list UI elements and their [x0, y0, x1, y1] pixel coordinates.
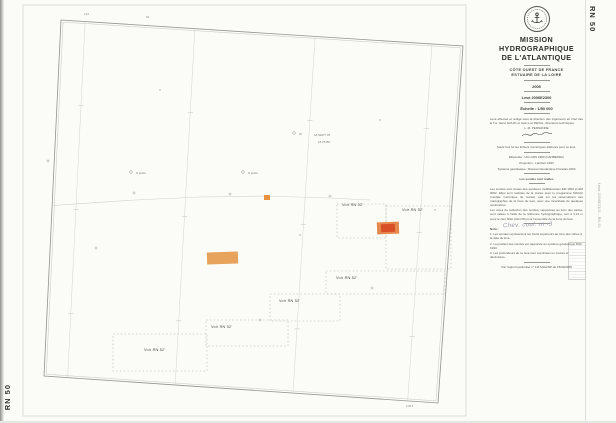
survey-frame-inner	[46, 21, 461, 402]
org-name-line1: MISSION HYDROGRAPHIQUE	[498, 35, 575, 53]
dot-mark	[434, 209, 436, 211]
direction-note: Levé effectué et rédigé sous la directio…	[490, 116, 583, 125]
graticule-line	[174, 28, 196, 386]
divider	[523, 64, 550, 66]
map-annotation: S subm	[136, 171, 147, 175]
dot-mark	[159, 89, 161, 91]
plus-mark	[228, 192, 232, 196]
nota-item-2: 2. La position des sondes est rapportée …	[490, 241, 583, 250]
map-reference-label: Voir RN 52'	[144, 348, 165, 352]
divider	[523, 91, 550, 93]
region-line2: ESTUAIRE DE LA LOIRE	[511, 72, 562, 77]
map-annotation: 18 SEPT 05	[314, 133, 330, 137]
scan-edge-bottom	[0, 421, 616, 423]
nota-heading: Nota :	[490, 226, 499, 231]
sheet-code-top-right: RN 50	[588, 6, 597, 33]
fold-line	[585, 0, 586, 423]
survey-frame	[43, 19, 464, 404]
plus-mark	[132, 191, 136, 195]
plus-mark	[370, 286, 374, 290]
map-annotation: 40	[146, 15, 149, 19]
reference-dashed-box	[385, 205, 452, 270]
soundings-paragraph-1: Les sondes sont issues des sondeurs mult…	[490, 186, 583, 207]
scan-edge-left	[0, 0, 4, 423]
scale-label: Échelle : 1/50 000	[520, 105, 553, 111]
region-line1: CÔTE OUEST DE FRANCE	[509, 68, 564, 72]
report-note: Voir rapport particulier n° 111 MHA/NP d…	[501, 265, 572, 270]
survey-coverage-patch	[206, 251, 239, 265]
sheet-border	[22, 4, 467, 417]
geodesy-ellipsoid: Ellipsoïde : IAG GRS 1980 (CANBERRA)	[508, 155, 565, 160]
plus-mark	[258, 318, 262, 322]
divider	[523, 223, 550, 225]
survey-coverage-patch	[264, 195, 270, 200]
survey-coverage-patch	[380, 223, 396, 233]
signature-icon	[521, 132, 552, 137]
point-mark	[129, 170, 133, 174]
soundings-heading: Les sondes sont réelles	[519, 176, 554, 181]
dot-mark	[299, 234, 301, 236]
divider	[523, 261, 550, 263]
graticule-line	[407, 43, 433, 401]
dot-mark	[379, 119, 381, 121]
map-annotation: 18 05 BK	[318, 140, 330, 144]
graticule-line	[292, 36, 316, 394]
nota-item-3: 3. Les profondeurs de ce levé sont expri…	[490, 251, 569, 260]
graticule	[44, 21, 433, 401]
graticule-line	[67, 21, 86, 378]
archive-stamp	[568, 242, 586, 280]
divider	[523, 173, 550, 175]
divider	[523, 141, 550, 143]
map-reference-label: Voir RN 52'	[342, 203, 363, 207]
survey-reference: Levé 2006E2300	[521, 94, 552, 100]
plus-mark	[94, 246, 98, 250]
divider	[523, 151, 550, 153]
map-annotation: 4 05 0	[406, 404, 414, 408]
map-reference-label: Voir RN 52'	[279, 299, 300, 303]
contour-line	[44, 195, 371, 207]
map-annotation: W	[299, 132, 302, 136]
plus-mark	[328, 194, 332, 198]
map-reference-label: Voir RN 52'	[211, 325, 232, 329]
divider	[523, 113, 550, 115]
reference-dashed-box	[112, 333, 208, 372]
divider	[523, 80, 550, 82]
plus-mark	[46, 159, 50, 163]
point-mark	[241, 170, 245, 174]
reference-dashed-box	[269, 293, 341, 322]
shom-logo	[523, 6, 550, 32]
map-annotation: 2 10	[84, 12, 90, 16]
anchor-icon	[530, 12, 543, 24]
geodesy-system: Système géodésique : Réseau Géodésique F…	[497, 166, 576, 171]
files-note: Seuls font foi les fichiers numériques é…	[496, 145, 577, 150]
survey-year: 2005	[532, 83, 541, 89]
divider	[523, 102, 550, 104]
soundings-paragraph-2: Les cotes de réduction des sondes, rappo…	[490, 208, 583, 221]
map-reference-label: Voir RN 52'	[336, 276, 357, 280]
map-reference-label: Voir RN 52'	[402, 208, 423, 212]
point-mark	[292, 131, 296, 135]
geodesy-projection: Projection : Lambert 1993	[519, 161, 554, 166]
nota-item-1: 1. Les sondes représentent les fonds sup…	[490, 232, 583, 241]
divider	[528, 183, 545, 185]
title-block: MISSION HYDROGRAPHIQUE DE L'ATLANTIQUE C…	[488, 6, 585, 271]
org-name-line2: DE L'ATLANTIQUE	[501, 53, 572, 62]
reference-dashed-box	[325, 270, 446, 295]
reference-dashed-box	[205, 319, 289, 347]
margin-survey-ref: Levé 2006E2300 - RN 50	[597, 183, 601, 228]
map-annotation: S subm	[248, 171, 259, 175]
sheet-code-bottom-left: RN 50	[3, 384, 12, 411]
signatory-name: L. M. PERSONNE	[524, 126, 549, 131]
